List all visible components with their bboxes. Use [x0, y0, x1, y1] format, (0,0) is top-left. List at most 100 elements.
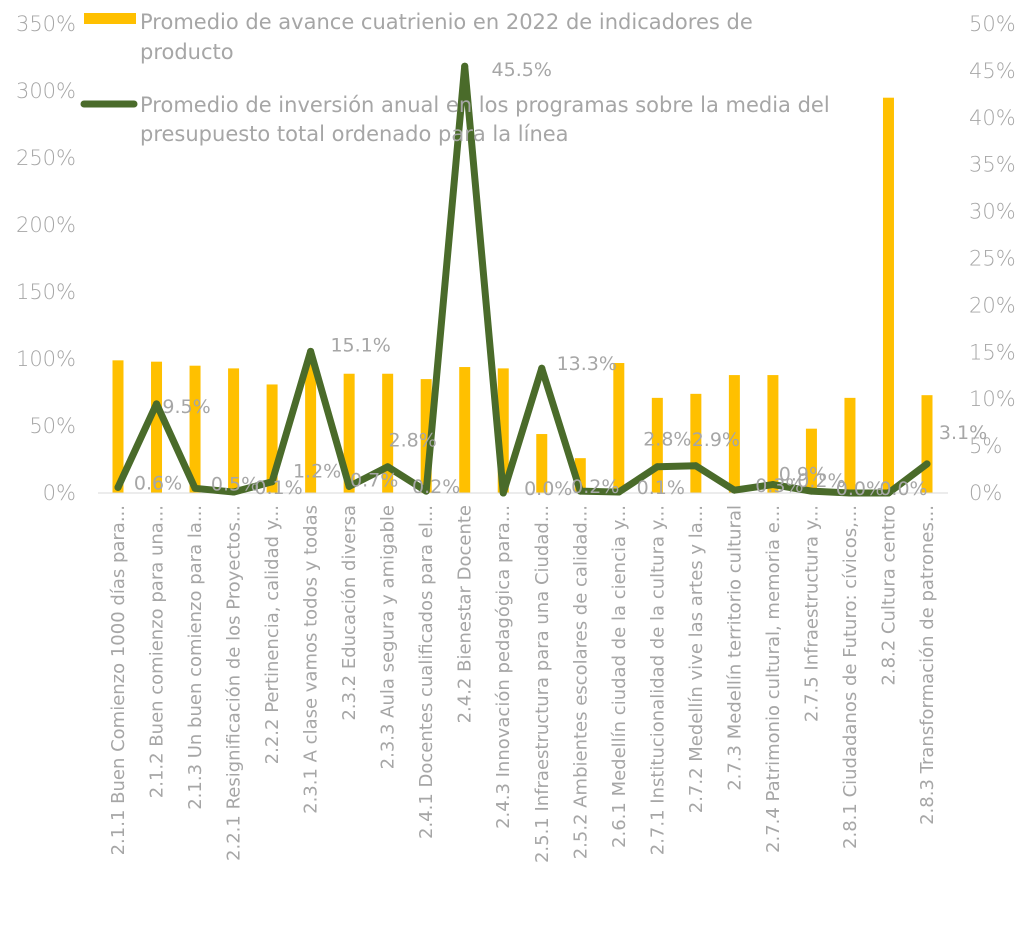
x-axis-category-label: 2.8.1 Ciudadanos de Futuro: cívicos,...: [840, 505, 861, 849]
x-axis-category-label: 2.7.4 Patrimonio cultural, memoria e...: [763, 505, 784, 853]
legend-label-line-line1: Promedio de inversión anual en los progr…: [140, 93, 830, 117]
x-axis-category-label: 2.4.3 Innovación pedagógica para...: [493, 505, 514, 829]
bar: [305, 359, 317, 493]
right-y-axis: 0% 5% 10% 15% 20% 25% 30% 35% 40% 45% 50%: [969, 12, 1016, 505]
right-axis-tick-label: 30%: [969, 200, 1016, 224]
legend-swatch-bar: [84, 13, 136, 24]
bar: [921, 395, 933, 493]
line-data-label: 0.5%: [211, 473, 259, 495]
x-axis-category-label: 2.3.2 Educación diversa: [339, 505, 360, 721]
x-axis-category-label: 2.7.2 Medellín vive las artes y la...: [686, 505, 707, 813]
x-axis-category-labels: 2.1.1 Buen Comienzo 1000 días para... 2.1…: [108, 505, 938, 863]
x-axis-category-label: 2.5.1 Infraestructura para una Ciudad...: [532, 505, 553, 863]
line-point: [153, 400, 161, 408]
line-data-label: 9.5%: [162, 396, 210, 418]
x-axis-category-label: 2.5.2 Ambientes escolares de calidad...: [570, 505, 591, 859]
line-data-label: 0.1%: [254, 477, 302, 499]
bar: [805, 428, 817, 493]
x-axis-category-label: 2.8.2 Cultura centro: [878, 505, 899, 686]
line-point: [114, 483, 122, 491]
line-point: [730, 486, 738, 494]
bar: [574, 458, 586, 493]
bar: [882, 97, 894, 493]
x-axis-category-label: 2.1.3 Un buen comienzo para la...: [185, 505, 206, 810]
left-y-axis: 0% 50% 100% 150% 200% 250% 300% 350%: [16, 12, 76, 505]
line-data-label: 0.0%: [836, 478, 884, 500]
bar: [651, 397, 663, 493]
right-axis-tick-label: 25%: [969, 247, 1016, 271]
legend-label-line-line2: presupuesto total ordenado para la línea: [140, 122, 569, 146]
bar: [459, 367, 471, 493]
bar-series: [112, 97, 933, 493]
line-point: [884, 489, 892, 497]
right-axis-tick-label: 0%: [969, 481, 1002, 505]
x-axis-category-label: 2.8.3 Transformación de patrones...: [917, 505, 938, 825]
left-axis-tick-label: 250%: [16, 146, 76, 170]
bar: [151, 361, 163, 493]
x-axis-category-label: 2.7.1 Institucionalidad de la cultura y.…: [647, 505, 668, 855]
line-data-label: 0.2%: [412, 476, 460, 498]
line-point: [499, 489, 507, 497]
line-data-labels: 0.6%9.5%0.5%0.1%1.2%15.1%0.7%2.8%0.2%45.…: [134, 59, 987, 500]
right-axis-tick-label: 45%: [969, 59, 1016, 83]
line-point: [923, 460, 931, 468]
x-axis-category-label: 2.7.3 Medellín territorio cultural: [724, 505, 745, 791]
left-axis-tick-label: 100%: [16, 347, 76, 371]
line-point: [846, 489, 854, 497]
line-data-label: 0.2%: [797, 470, 845, 492]
x-axis-category-label: 2.4.1 Docentes cualificados para el...: [416, 505, 437, 839]
line-data-label: 0.0%: [524, 478, 572, 500]
bar: [189, 365, 201, 493]
line-data-label: 45.5%: [492, 59, 552, 81]
x-axis-category-label: 2.1.1 Buen Comienzo 1000 días para...: [108, 505, 129, 855]
line-point: [345, 482, 353, 490]
left-axis-tick-label: 150%: [16, 280, 76, 304]
left-axis-tick-label: 200%: [16, 213, 76, 237]
line-data-label: 2.8%: [643, 429, 691, 451]
legend: Promedio de avance cuatrienio en 2022 de…: [80, 10, 830, 146]
line-point: [422, 487, 430, 495]
line-data-label: 0.7%: [350, 469, 398, 491]
line-data-label: 2.8%: [389, 430, 437, 452]
bar: [343, 373, 355, 493]
x-axis-category-label: 2.6.1 Medellín ciudad de la ciencia y...: [609, 505, 630, 848]
left-axis-tick-label: 0%: [43, 481, 76, 505]
x-axis-category-label: 2.3.3 Aula segura y amigable: [378, 505, 399, 769]
line-point: [461, 62, 469, 70]
line-data-label: 0.3%: [755, 475, 803, 497]
line-data-label: 0.2%: [571, 476, 619, 498]
right-axis-tick-label: 50%: [969, 12, 1016, 36]
right-axis-tick-label: 35%: [969, 153, 1016, 177]
line-series: [114, 62, 931, 497]
bar: [112, 360, 124, 493]
right-axis-tick-label: 40%: [969, 106, 1016, 130]
line-point: [653, 463, 661, 471]
line-data-label: 0.6%: [134, 472, 182, 494]
line-point: [692, 462, 700, 470]
bar: [228, 368, 240, 493]
line-point: [807, 487, 815, 495]
series-line: [114, 62, 931, 497]
x-axis-category-label: 2.2.2 Pertinencia, calidad y...: [262, 505, 283, 764]
right-axis-tick-label: 10%: [969, 387, 1016, 411]
x-axis-category-label: 2.3.1 A clase vamos todos y todas: [301, 505, 322, 814]
line-data-label: 0.1%: [637, 477, 685, 499]
line-point: [615, 488, 623, 496]
line-data-label: 0.9%: [779, 464, 827, 486]
x-axis-category-label: 2.1.2 Buen comienzo para una...: [147, 505, 168, 798]
line-point: [191, 484, 199, 492]
left-axis-tick-label: 350%: [16, 12, 76, 36]
bar: [613, 363, 625, 493]
bar: [844, 397, 856, 493]
left-axis-tick-label: 300%: [16, 79, 76, 103]
right-axis-tick-label: 5%: [969, 434, 1002, 458]
line-point: [384, 463, 392, 471]
left-axis-tick-label: 50%: [29, 414, 76, 438]
line-data-label: 3.1%: [939, 422, 987, 444]
right-axis-tick-label: 20%: [969, 293, 1016, 317]
line-point: [576, 487, 584, 495]
right-axis-tick-label: 15%: [969, 340, 1016, 364]
line-data-label: 15.1%: [330, 334, 390, 356]
line-point: [268, 478, 276, 486]
